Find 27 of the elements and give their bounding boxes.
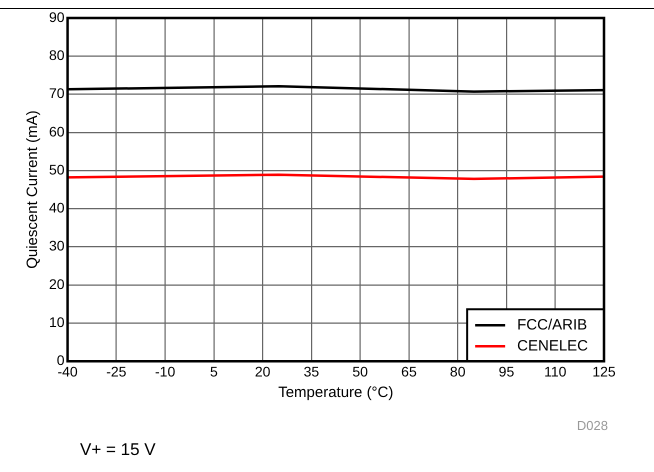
y-tick-label: 70 [48,85,65,102]
y-tick-label: 10 [48,314,65,330]
y-tick-label: 90 [48,8,65,25]
x-axis-title: Temperature (°C) [278,384,394,402]
y-axis-title: Quiescent Current (mA) [24,110,42,269]
text: V+ = 15 V [80,440,156,460]
y-tick-label: 20 [48,276,65,292]
x-tick-label: 80 [450,363,466,380]
x-tick-label: 125 [592,363,616,380]
x-tick-label: -10 [154,363,176,380]
text: D028 [576,418,608,433]
x-tick-label: 35 [304,363,320,380]
y-tick-label: 0 [56,352,65,368]
y-tick-label: 80 [48,46,65,63]
x-tick-label: 110 [544,363,567,380]
x-tick-label: 95 [498,363,514,380]
x-tick-label: 65 [401,363,417,380]
x-tick-label: 20 [254,363,271,380]
legend-label: FCC/ARIB [517,316,588,334]
y-tick-label: 50 [48,161,65,178]
x-tick-label: 5 [210,363,218,380]
y-tick-label: 40 [48,200,65,216]
y-tick-label: 30 [48,238,65,254]
x-tick-label: -25 [106,363,127,380]
x-tick-label: 50 [352,363,368,380]
legend-label: CENELEC [517,337,588,354]
y-tick-label: 60 [48,123,65,140]
